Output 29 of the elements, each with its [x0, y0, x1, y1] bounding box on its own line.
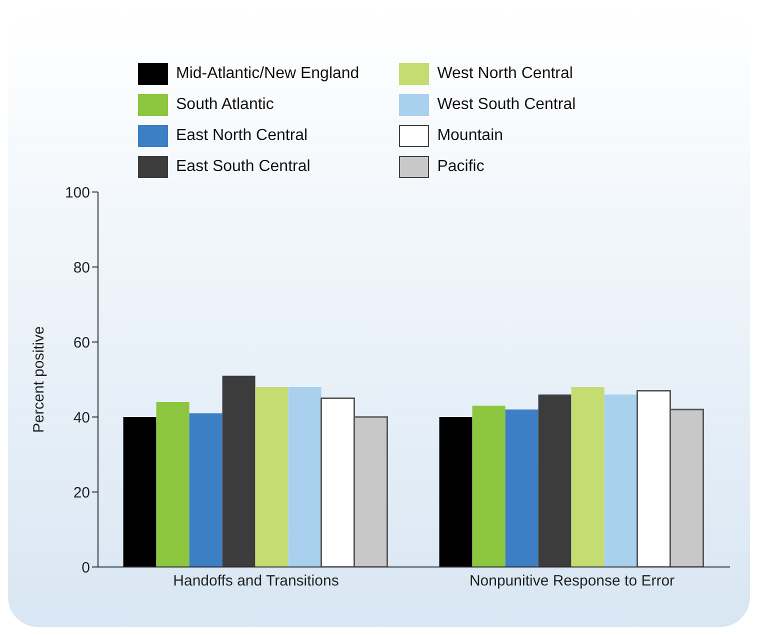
y-axis-title: Percent positive	[30, 326, 48, 433]
y-tick-label: 0	[82, 559, 90, 576]
bar	[189, 413, 222, 567]
bar	[505, 410, 538, 567]
bar	[604, 394, 638, 567]
legend-label: East North Central	[176, 127, 308, 145]
bar	[538, 394, 572, 567]
bar	[222, 376, 256, 567]
legend-label: Mid-Atlantic/New England	[176, 65, 360, 83]
bar	[156, 402, 190, 567]
legend-label: South Atlantic	[176, 96, 274, 114]
x-tick-label: Handoffs and Transitions	[173, 572, 339, 590]
bar	[439, 417, 472, 567]
y-tick-label: 80	[73, 259, 90, 276]
x-tick-label: Nonpunitive Response to Error	[469, 572, 675, 590]
y-tick-label: 100	[64, 184, 90, 202]
y-tick-label: 60	[73, 334, 90, 352]
legend-label: East South Central	[176, 158, 310, 176]
legend-label: Pacific	[437, 158, 484, 176]
bar	[123, 417, 156, 567]
legend-label: Mountain	[437, 127, 504, 145]
legend-label: West South Central	[437, 96, 576, 114]
bar	[255, 387, 288, 567]
bar	[288, 387, 322, 567]
y-tick-label: 40	[73, 409, 90, 426]
bar	[571, 387, 604, 567]
legend-label: West North Central	[437, 65, 573, 83]
y-tick-label: 20	[73, 484, 90, 502]
bar	[472, 406, 506, 567]
